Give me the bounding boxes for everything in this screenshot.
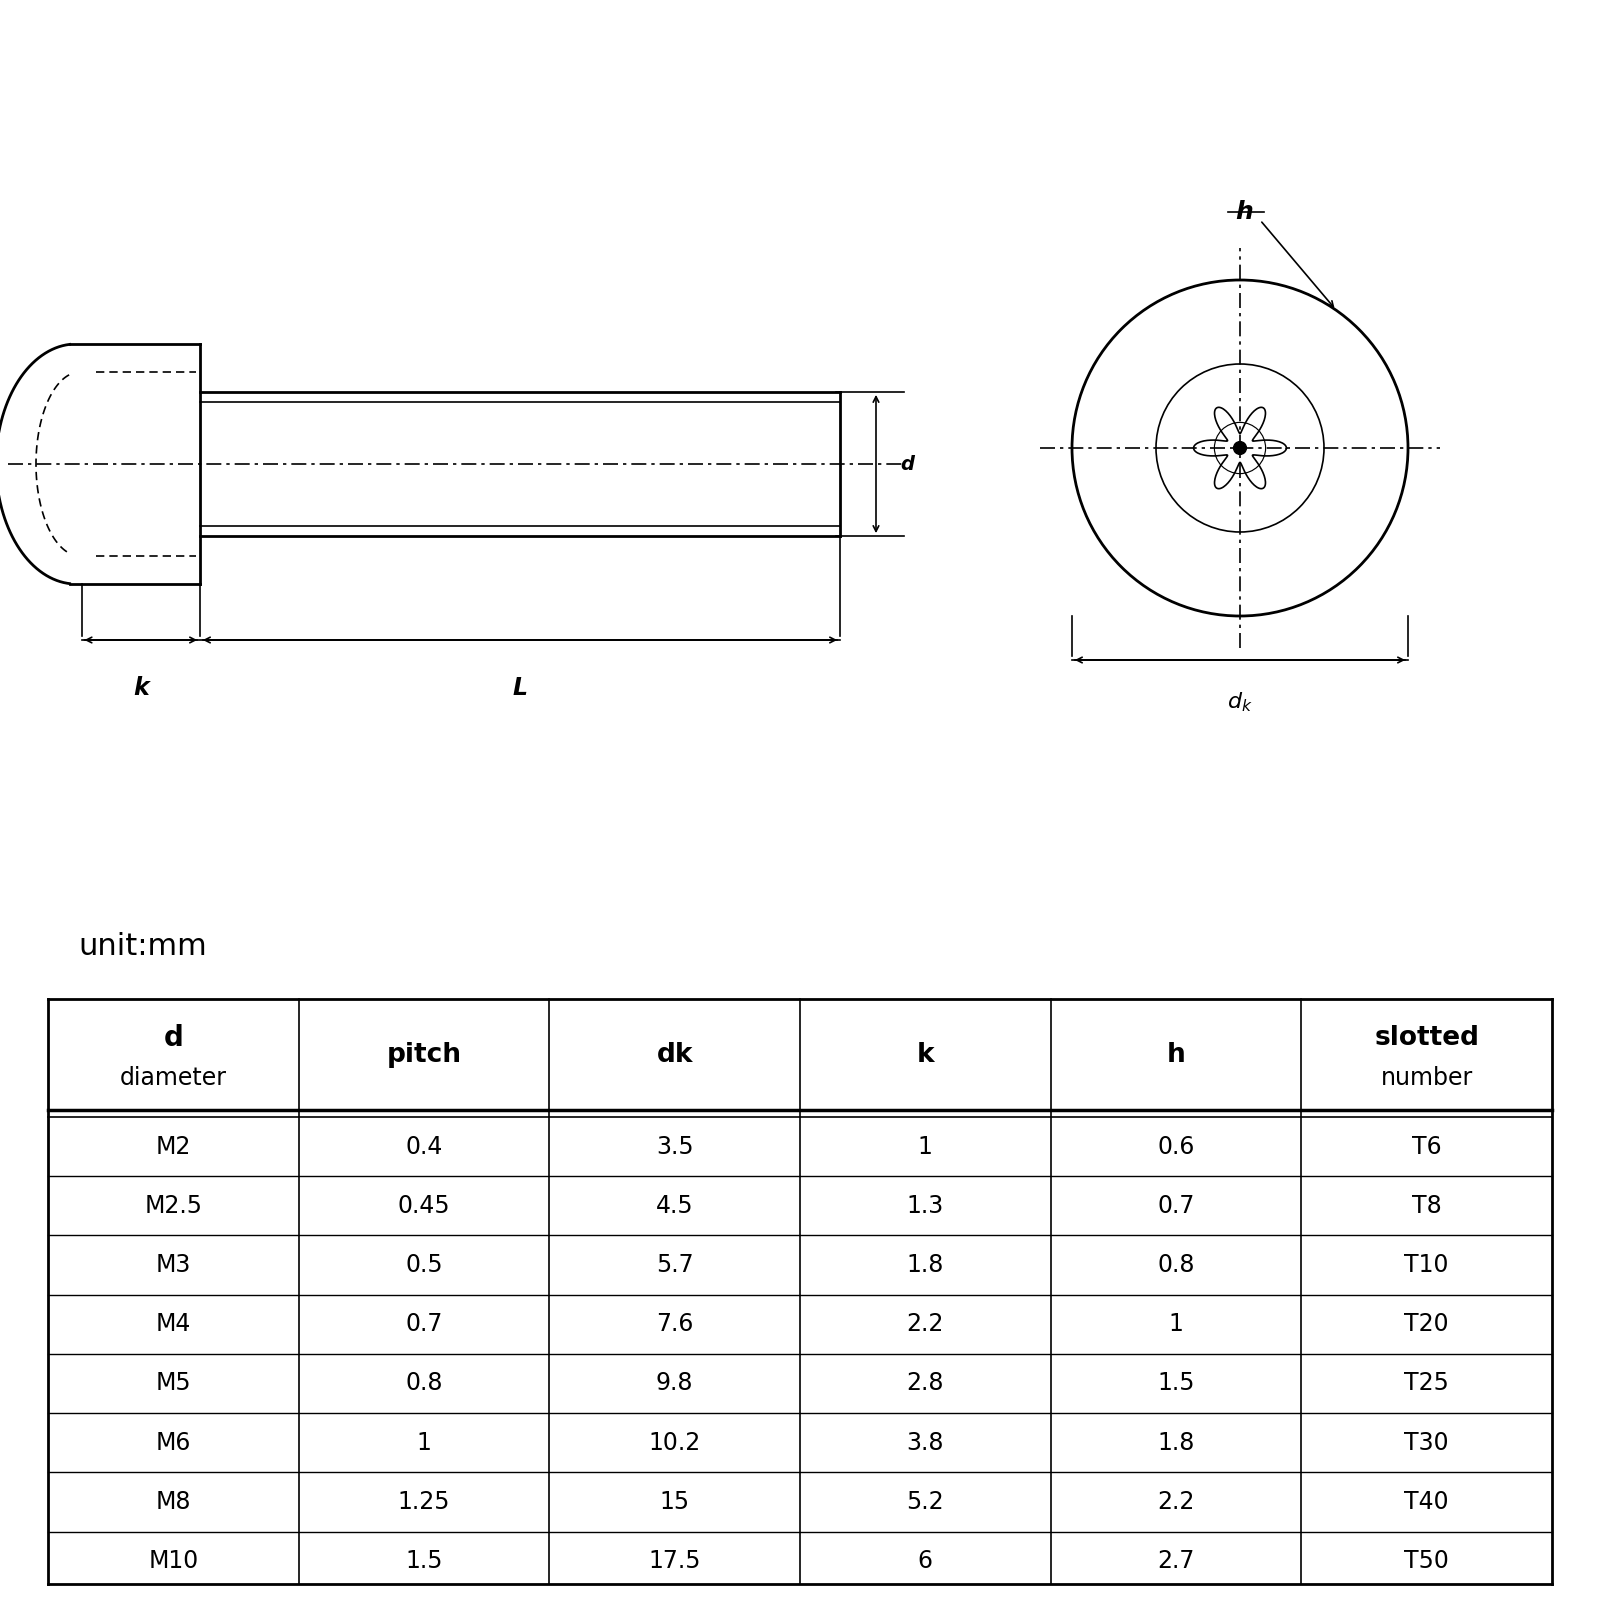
Text: number: number <box>1381 1066 1472 1090</box>
Text: 2.7: 2.7 <box>1157 1549 1195 1573</box>
Text: pitch: pitch <box>387 1042 461 1067</box>
Text: 0.4: 0.4 <box>405 1134 443 1158</box>
Text: h: h <box>1166 1042 1186 1067</box>
Text: M3: M3 <box>155 1253 190 1277</box>
Text: M2: M2 <box>155 1134 190 1158</box>
Text: h: h <box>1235 200 1253 224</box>
Text: 1.5: 1.5 <box>405 1549 443 1573</box>
Text: 7.6: 7.6 <box>656 1312 693 1336</box>
Text: 5.7: 5.7 <box>656 1253 693 1277</box>
Text: M5: M5 <box>155 1371 190 1395</box>
Text: d: d <box>163 1024 184 1053</box>
Text: k: k <box>917 1042 934 1067</box>
Text: 1: 1 <box>416 1430 432 1454</box>
Text: 2.2: 2.2 <box>907 1312 944 1336</box>
Text: 2.2: 2.2 <box>1157 1490 1195 1514</box>
Text: T50: T50 <box>1405 1549 1450 1573</box>
Text: T20: T20 <box>1405 1312 1450 1336</box>
Text: 9.8: 9.8 <box>656 1371 693 1395</box>
Text: slotted: slotted <box>1374 1026 1478 1051</box>
Text: 4.5: 4.5 <box>656 1194 693 1218</box>
Text: 6: 6 <box>918 1549 933 1573</box>
Text: dk: dk <box>656 1042 693 1067</box>
Text: 1: 1 <box>1168 1312 1184 1336</box>
Text: T25: T25 <box>1405 1371 1450 1395</box>
Circle shape <box>1234 442 1246 454</box>
Text: 1.3: 1.3 <box>907 1194 944 1218</box>
Text: M10: M10 <box>149 1549 198 1573</box>
Text: 0.7: 0.7 <box>405 1312 443 1336</box>
Text: L: L <box>512 675 528 699</box>
Text: T10: T10 <box>1405 1253 1450 1277</box>
Text: 3.5: 3.5 <box>656 1134 693 1158</box>
Text: M6: M6 <box>155 1430 190 1454</box>
Text: $d_k$: $d_k$ <box>1227 690 1253 714</box>
Text: T40: T40 <box>1405 1490 1450 1514</box>
Text: 0.7: 0.7 <box>1157 1194 1195 1218</box>
Text: 0.6: 0.6 <box>1157 1134 1195 1158</box>
Text: M4: M4 <box>155 1312 190 1336</box>
Text: 3.8: 3.8 <box>907 1430 944 1454</box>
Text: 1: 1 <box>918 1134 933 1158</box>
Text: 0.5: 0.5 <box>405 1253 443 1277</box>
Text: k: k <box>133 675 149 699</box>
Text: diameter: diameter <box>120 1066 227 1090</box>
Text: 5.2: 5.2 <box>907 1490 944 1514</box>
Text: 1.5: 1.5 <box>1157 1371 1195 1395</box>
Text: 17.5: 17.5 <box>648 1549 701 1573</box>
Text: T6: T6 <box>1411 1134 1442 1158</box>
Text: M2.5: M2.5 <box>144 1194 202 1218</box>
Text: T30: T30 <box>1405 1430 1450 1454</box>
Text: unit:mm: unit:mm <box>78 933 206 962</box>
Text: d: d <box>899 454 914 474</box>
Text: 15: 15 <box>659 1490 690 1514</box>
Text: 1.25: 1.25 <box>398 1490 450 1514</box>
Text: 0.8: 0.8 <box>405 1371 443 1395</box>
Text: 0.8: 0.8 <box>1157 1253 1195 1277</box>
Text: 1.8: 1.8 <box>907 1253 944 1277</box>
Text: 1.8: 1.8 <box>1157 1430 1195 1454</box>
Text: 2.8: 2.8 <box>907 1371 944 1395</box>
Text: 0.45: 0.45 <box>398 1194 450 1218</box>
Text: 10.2: 10.2 <box>648 1430 701 1454</box>
Text: T8: T8 <box>1411 1194 1442 1218</box>
Text: M8: M8 <box>155 1490 190 1514</box>
